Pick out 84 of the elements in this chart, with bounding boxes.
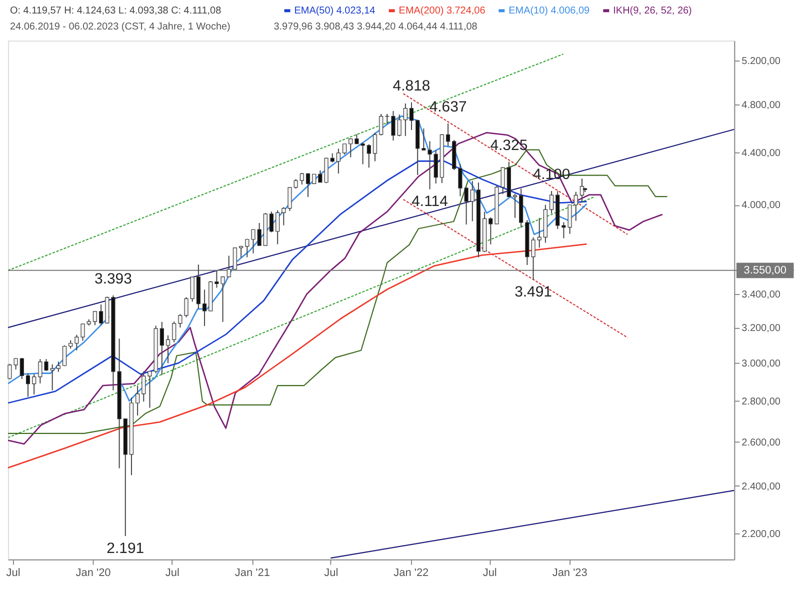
candlestick bbox=[470, 180, 474, 222]
candlestick bbox=[500, 166, 505, 194]
candlestick bbox=[446, 122, 450, 147]
candlestick bbox=[184, 296, 188, 318]
candlestick bbox=[160, 321, 164, 376]
x-tick-label: Jan '20 bbox=[76, 566, 111, 579]
candlestick bbox=[202, 289, 207, 326]
candlestick bbox=[391, 110, 396, 142]
legend-label: EMA(200) 3.724,06 bbox=[398, 6, 486, 17]
candlestick bbox=[269, 211, 274, 233]
candlestick bbox=[32, 374, 36, 395]
candlestick bbox=[403, 103, 408, 137]
candlestick bbox=[580, 178, 584, 203]
line-series bbox=[8, 160, 588, 404]
candlestick bbox=[330, 152, 334, 163]
candlestick bbox=[434, 150, 438, 184]
candlestick bbox=[172, 321, 176, 343]
candlestick bbox=[276, 210, 280, 245]
candlestick bbox=[148, 370, 152, 408]
candlestick bbox=[62, 344, 67, 367]
candlestick bbox=[56, 361, 60, 372]
candlestick bbox=[136, 385, 140, 416]
candlestick bbox=[20, 357, 24, 380]
line-series bbox=[8, 243, 588, 469]
candlestick bbox=[366, 144, 371, 168]
candlestick bbox=[300, 172, 304, 185]
y-tick-label: 4.400,00 bbox=[742, 148, 781, 159]
ref-line-label: 3.550,00 bbox=[744, 264, 786, 276]
candlestick bbox=[409, 102, 414, 130]
y-tick-label: 2.800,00 bbox=[742, 396, 781, 408]
x-tick-label: Jul bbox=[324, 566, 338, 579]
candlestick bbox=[488, 216, 493, 245]
x-tick-label: Jul bbox=[165, 566, 180, 579]
x-tick-label: Jan '23 bbox=[552, 566, 588, 579]
candlestick bbox=[142, 370, 146, 402]
candlestick bbox=[38, 358, 42, 384]
candlestick bbox=[190, 276, 194, 302]
legend-label: EMA(50) 4.023,14 bbox=[294, 6, 376, 17]
y-tick-label: 2.600,00 bbox=[742, 437, 781, 448]
x-tick-label: Jul bbox=[482, 566, 497, 579]
candlestick bbox=[92, 310, 97, 326]
candlestick bbox=[226, 255, 231, 278]
annotation: 4.114 bbox=[412, 193, 448, 210]
x-tick-label: Jan '22 bbox=[394, 566, 429, 579]
candlestick bbox=[574, 191, 578, 222]
candlestick bbox=[294, 178, 298, 190]
annotation: 2.191 bbox=[106, 540, 144, 557]
y-tick-label: 3.400,00 bbox=[742, 290, 781, 301]
candlestick bbox=[178, 314, 182, 328]
candlestick bbox=[397, 114, 402, 137]
candlestick bbox=[98, 304, 104, 326]
candlestick bbox=[245, 238, 250, 258]
chart-subtitle: 24.06.2019 - 06.02.2023 (CST, 4 Jahre, 1 Woche) bbox=[10, 22, 230, 33]
candlestick bbox=[282, 206, 286, 226]
annotation: 4.637 bbox=[429, 98, 467, 116]
candlestick bbox=[26, 372, 30, 398]
legend-label: IKH(9, 26, 52, 26) bbox=[613, 6, 692, 17]
y-tick-label: 2.200,00 bbox=[742, 529, 781, 540]
candlestick bbox=[288, 186, 292, 212]
y-tick-label: 4.000,00 bbox=[742, 200, 781, 212]
annotation: 3.393 bbox=[94, 270, 132, 288]
x-tick-label: Jul bbox=[6, 566, 20, 579]
legend-label: EMA(10) 4.006,09 bbox=[508, 6, 590, 17]
y-tick-label: 3.200,00 bbox=[742, 323, 781, 334]
y-tick-label: 2.400,00 bbox=[742, 481, 781, 492]
candlestick bbox=[166, 334, 170, 364]
candlestick bbox=[342, 143, 347, 155]
candlestick bbox=[336, 148, 341, 174]
y-tick-label: 5.200,00 bbox=[742, 56, 781, 67]
text: 3.979,96 3.908,43 3.944,20 4.064,44 4.111,08 bbox=[274, 22, 478, 33]
candlestick bbox=[306, 172, 310, 198]
candlestick bbox=[44, 358, 48, 372]
candlestick bbox=[372, 132, 378, 162]
annotation: 4.818 bbox=[392, 77, 430, 94]
candlestick bbox=[232, 248, 238, 270]
candlestick bbox=[379, 113, 384, 136]
candlestick bbox=[537, 217, 542, 248]
candlestick bbox=[549, 190, 554, 214]
y-tick-label: 3.000,00 bbox=[742, 358, 781, 370]
x-tick-label: Jan '21 bbox=[234, 566, 270, 579]
annotation: 3.491 bbox=[514, 284, 552, 301]
candlestick bbox=[348, 138, 353, 158]
chart-title: O: 4.119,57 H: 4.124,63 L: 4.093,38 C: 4.111,08 bbox=[10, 6, 222, 17]
y-tick-label: 4.800,00 bbox=[742, 100, 781, 111]
